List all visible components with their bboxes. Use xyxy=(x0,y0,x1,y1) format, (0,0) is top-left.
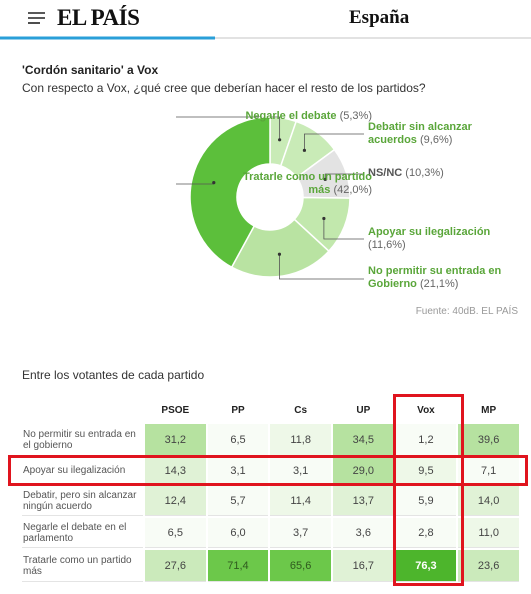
table-cell: 27,6 xyxy=(145,550,206,582)
slice-label: No permitir su entrada en Gobierno (21,1… xyxy=(368,265,518,291)
value-label: (9,6%) xyxy=(419,134,453,146)
slice-label: Negarle el debate (5,3%) xyxy=(202,110,372,123)
table-cell: 14,3 xyxy=(145,458,206,484)
table-cell: 3,6 xyxy=(332,518,394,548)
table-row: No permitir su entrada en el gobierno 31,… xyxy=(22,424,519,456)
leader-dot xyxy=(302,148,307,152)
highlight-row xyxy=(8,455,528,486)
table-cell: 65,6 xyxy=(270,550,331,582)
table-row: Negarle el debate en el parlamento 6,5 6,0… xyxy=(22,518,519,548)
leader-dot xyxy=(212,181,216,185)
table-row: Apoyar su ilegalización 14,3 3,1 3,1 29,0 9,5… xyxy=(22,458,519,484)
column-header: UP xyxy=(356,404,371,416)
table-cell: 3,7 xyxy=(270,518,331,548)
leader-dot xyxy=(322,216,326,221)
table-cell: 12,4 xyxy=(145,486,206,516)
table-cell: 71,4 xyxy=(207,550,269,582)
category-label: NS/NC xyxy=(368,167,403,179)
chart-subtitle: Con respecto a Vox, ¿qué cree que deberí… xyxy=(22,81,426,95)
value-label: (42,0%) xyxy=(333,184,372,196)
table-row: Debatir, pero sin alcanzar ningún acuerd… xyxy=(22,486,519,516)
category-label: Negarle el debate xyxy=(245,110,337,122)
table-row: Tratarle como un partido más 27,6 71,4 65,6… xyxy=(22,550,519,582)
table-cell: 13,7 xyxy=(332,486,394,516)
table-cell: 11,0 xyxy=(458,518,519,548)
table-cell: 11,8 xyxy=(270,424,331,456)
table-cell: 6,5 xyxy=(207,424,269,456)
section-title: España xyxy=(349,7,410,28)
table: PSOE PP Cs UP Vox MP No permitir su entrada e… xyxy=(20,396,521,584)
row-label: Debatir, pero sin alcanzar ningún acuerd… xyxy=(22,486,143,516)
column-header: MP xyxy=(481,404,497,416)
table-cell: 5,7 xyxy=(207,486,269,516)
header-row: PSOE PP Cs UP Vox MP xyxy=(22,398,519,422)
highlight-column xyxy=(393,394,464,586)
leader-dot xyxy=(278,138,282,142)
slice-label: Tratarle como un partido más (42,0%) xyxy=(232,171,372,197)
table-cell: 6,0 xyxy=(207,518,269,548)
category-label: Apoyar su ilegalización xyxy=(368,226,491,238)
leader-line xyxy=(279,254,364,280)
table-cell: 34,5 xyxy=(332,424,394,456)
row-label: No permitir su entrada en el gobierno xyxy=(22,424,143,456)
table-cell: 39,6 xyxy=(458,424,519,456)
value-label: (10,3%) xyxy=(405,167,444,179)
value-label: (11,6%) xyxy=(368,239,406,251)
table-cell: 31,2 xyxy=(145,424,206,456)
category-label: Tratarle como un partido más xyxy=(243,171,372,196)
table-cell: 23,6 xyxy=(458,550,519,582)
row-label: Tratarle como un partido más xyxy=(22,550,143,582)
leader-line xyxy=(176,116,281,140)
leader-line xyxy=(324,173,364,180)
table-cell: 3,1 xyxy=(270,458,331,484)
logo[interactable]: EL PAÍS xyxy=(57,5,140,30)
column-header: Vox xyxy=(417,404,435,416)
leader-dot xyxy=(277,252,282,256)
source: Fuente: 40dB. EL PAÍS xyxy=(415,306,518,317)
table-cell: 2,8 xyxy=(395,518,457,548)
value-label: (21,1%) xyxy=(419,278,459,290)
table-cell: 3,1 xyxy=(207,458,269,484)
category-label: Debatir sin alcanzar acuerdos xyxy=(368,121,472,146)
value-label: (5,3%) xyxy=(339,110,372,122)
slice-label: Apoyar su ilegalización (11,6%) xyxy=(368,226,498,252)
donut-slice xyxy=(189,116,271,269)
table-cell: 11,4 xyxy=(270,486,331,516)
column-header: Cs xyxy=(294,404,308,416)
category-label: No permitir su entrada en Gobierno xyxy=(368,265,502,290)
table-cell: 14,0 xyxy=(458,486,519,516)
row-label: Negarle el debate en el parlamento xyxy=(22,518,143,548)
menu-icon[interactable] xyxy=(28,12,45,24)
table-cell: 16,7 xyxy=(332,550,394,582)
leader-line xyxy=(323,218,364,240)
header-cell xyxy=(22,398,143,422)
table-body: No permitir su entrada en el gobierno 31,… xyxy=(22,424,519,582)
table-cell: 9,5 xyxy=(395,458,457,484)
column-header: PSOE xyxy=(161,404,190,416)
column-header: PP xyxy=(231,404,245,416)
donut-slice xyxy=(230,218,330,278)
donut xyxy=(176,116,364,280)
table-cell: 76,3 xyxy=(395,550,457,582)
table-cell: 6,5 xyxy=(145,518,206,548)
slice-label: NS/NC (10,3%) xyxy=(368,167,493,180)
slice-label: Debatir sin alcanzar acuerdos (9,6%) xyxy=(368,121,493,147)
table-cell: 1,2 xyxy=(395,424,457,456)
table-cell: 5,9 xyxy=(395,486,457,516)
table-title: Entre los votantes de cada partido xyxy=(22,368,205,382)
leader-line xyxy=(304,133,364,151)
leader-dot xyxy=(323,177,327,181)
chart-title: 'Cordón sanitario' a Vox xyxy=(22,63,159,77)
